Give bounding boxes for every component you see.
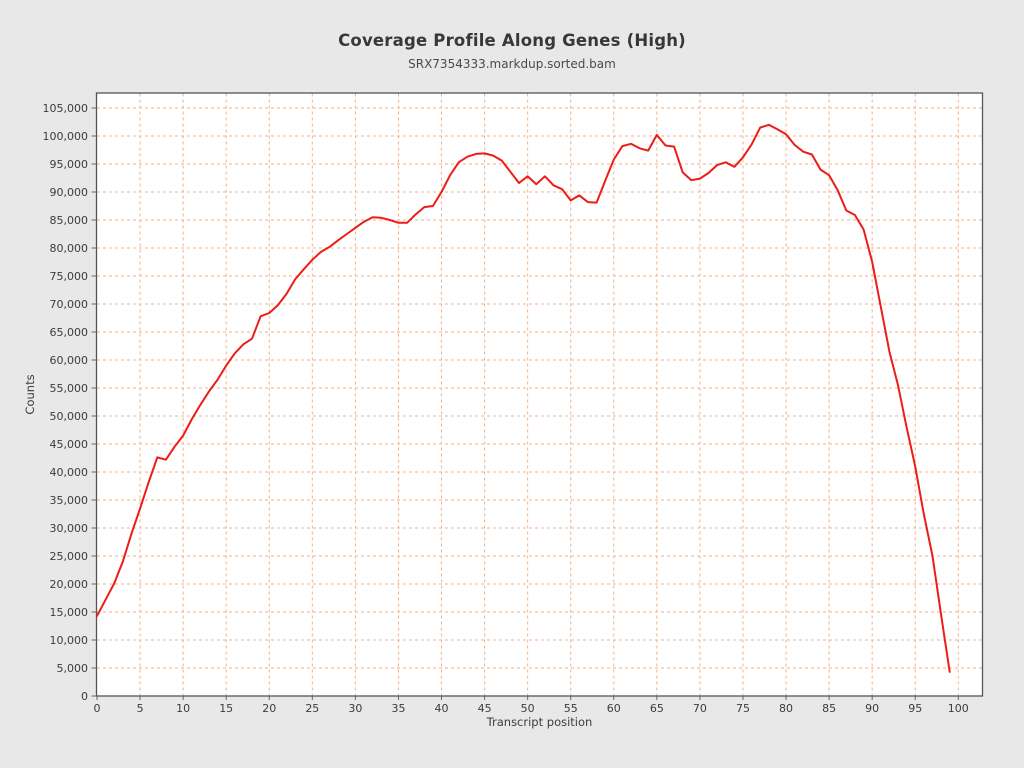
y-tick-label: 70,000 <box>50 298 89 311</box>
x-tick-label: 65 <box>650 702 664 715</box>
y-tick-label: 25,000 <box>50 550 89 563</box>
y-tick-label: 55,000 <box>50 382 89 395</box>
x-tick-label: 30 <box>348 702 362 715</box>
coverage-line <box>96 123 951 673</box>
y-tick-label: 85,000 <box>50 214 89 227</box>
y-tick-label: 100,000 <box>43 130 89 143</box>
x-tick-label: 25 <box>305 702 319 715</box>
plot-frame <box>95 92 984 697</box>
y-tick-label: 65,000 <box>50 326 89 339</box>
y-tick-label: 35,000 <box>50 494 89 507</box>
x-tick-label: 40 <box>435 702 449 715</box>
x-tick-label: 10 <box>176 702 190 715</box>
y-tick-label: 10,000 <box>50 634 89 647</box>
x-tick-label: 70 <box>693 702 707 715</box>
y-tick-label: 90,000 <box>50 186 89 199</box>
y-tick-label: 15,000 <box>50 606 89 619</box>
chart-title: Coverage Profile Along Genes (High) <box>338 31 686 50</box>
x-tick-label: 80 <box>779 702 793 715</box>
y-tick-label: 5,000 <box>57 662 89 675</box>
x-tick-label: 50 <box>521 702 535 715</box>
x-tick-label: 20 <box>262 702 276 715</box>
x-tick-label: 75 <box>736 702 750 715</box>
x-tick-label: 15 <box>219 702 233 715</box>
y-axis-title: Counts <box>23 374 37 414</box>
y-tick-label: 60,000 <box>50 354 89 367</box>
x-axis-title: Transcript position <box>486 715 593 729</box>
x-tick-label: 55 <box>564 702 578 715</box>
chart-subtitle: SRX7354333.markdup.sorted.bam <box>408 57 616 71</box>
x-tick-label: 45 <box>478 702 492 715</box>
y-tick-label: 45,000 <box>50 438 89 451</box>
y-tick-label: 105,000 <box>43 102 89 115</box>
x-tick-label: 100 <box>948 702 969 715</box>
x-tick-label: 90 <box>865 702 879 715</box>
y-tick-label: 30,000 <box>50 522 89 535</box>
x-tick-label: 95 <box>908 702 922 715</box>
y-tick-label: 40,000 <box>50 466 89 479</box>
y-tick-label: 95,000 <box>50 158 89 171</box>
x-tick-label: 60 <box>607 702 621 715</box>
x-tick-label: 0 <box>94 702 101 715</box>
y-tick-label: 0 <box>81 690 88 703</box>
x-tick-label: 5 <box>137 702 144 715</box>
y-tick-label: 80,000 <box>50 242 89 255</box>
plot-area <box>96 93 983 696</box>
x-tick-label: 85 <box>822 702 836 715</box>
y-tick-label: 20,000 <box>50 578 89 591</box>
y-tick-label: 75,000 <box>50 270 89 283</box>
x-tick-label: 35 <box>391 702 405 715</box>
y-tick-label: 50,000 <box>50 410 89 423</box>
